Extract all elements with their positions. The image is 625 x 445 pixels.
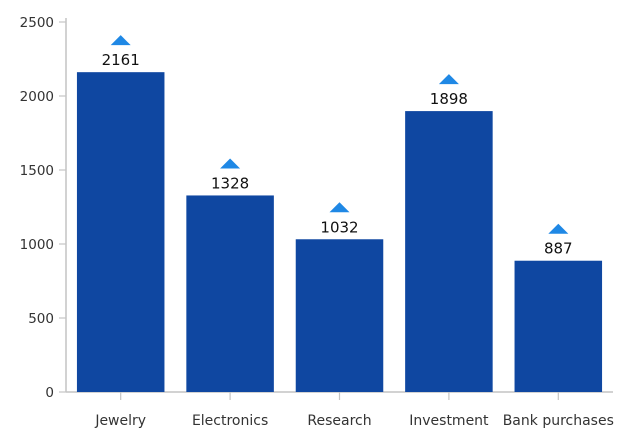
- y-tick-label: 2500: [20, 15, 54, 31]
- y-tick-label: 1000: [20, 237, 54, 253]
- data-label: 1032: [320, 218, 358, 236]
- bar-research: [295, 239, 384, 392]
- bar-bank-purchases: [514, 260, 603, 392]
- x-axis: Jewelry Electronics Research Investment Bank…: [66, 391, 614, 429]
- triangle-up-icon: [329, 202, 350, 213]
- data-label: 1328: [211, 174, 249, 192]
- data-label: 2161: [102, 51, 140, 69]
- y-tick-label: 2000: [20, 89, 54, 105]
- y-tick-label: 0: [45, 385, 54, 401]
- triangle-up-icon: [548, 223, 569, 234]
- markers: [110, 35, 569, 234]
- triangle-up-icon: [220, 158, 241, 169]
- data-label: 887: [544, 240, 573, 258]
- x-category-label: Electronics: [192, 413, 268, 429]
- y-axis: 0 500 1000 1500 2000 2500: [20, 15, 67, 401]
- x-category-label: Research: [307, 413, 371, 429]
- x-category-label: Jewelry: [94, 413, 146, 429]
- bar-jewelry: [76, 72, 165, 392]
- bar-investment: [405, 111, 493, 392]
- data-label: 1898: [430, 90, 468, 108]
- y-tick-label: 500: [28, 311, 54, 327]
- y-tick-label: 1500: [20, 163, 54, 179]
- x-category-label: Bank purchases: [503, 413, 614, 429]
- bars: [76, 72, 603, 392]
- triangle-up-icon: [438, 74, 459, 85]
- triangle-up-icon: [110, 35, 131, 46]
- x-category-label: Investment: [409, 413, 489, 429]
- data-labels: 2161 1328 1032 1898 887: [102, 51, 573, 258]
- bar-electronics: [186, 195, 274, 392]
